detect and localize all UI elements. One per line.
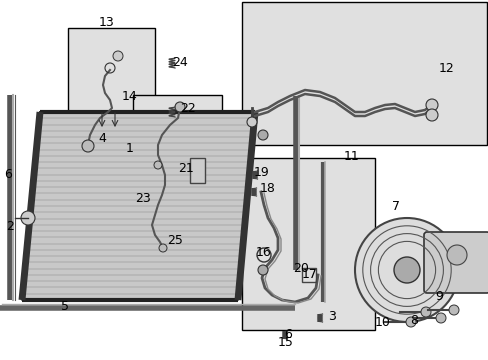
Circle shape	[246, 117, 257, 127]
Circle shape	[354, 218, 458, 322]
Text: 20: 20	[292, 261, 308, 274]
Text: 12: 12	[438, 62, 454, 75]
Text: 8: 8	[409, 314, 417, 327]
Text: 9: 9	[434, 289, 442, 302]
Circle shape	[420, 307, 430, 317]
Circle shape	[425, 99, 437, 111]
Text: 17: 17	[302, 269, 317, 282]
Text: 21: 21	[178, 162, 193, 175]
Circle shape	[159, 244, 167, 252]
Text: 14: 14	[122, 90, 138, 103]
Circle shape	[425, 109, 437, 121]
Text: 2: 2	[6, 220, 14, 233]
Text: 11: 11	[344, 150, 359, 163]
Bar	[242, 2, 486, 145]
Text: 1: 1	[126, 141, 134, 154]
Bar	[190, 158, 204, 183]
Text: 22: 22	[180, 102, 196, 114]
Text: 16: 16	[256, 247, 271, 260]
Circle shape	[393, 257, 419, 283]
Circle shape	[154, 161, 162, 169]
Circle shape	[448, 305, 458, 315]
Text: 18: 18	[260, 183, 275, 195]
Circle shape	[258, 130, 267, 140]
Circle shape	[82, 140, 94, 152]
Text: 24: 24	[172, 55, 187, 68]
Text: 15: 15	[278, 337, 293, 350]
Text: 6: 6	[284, 328, 291, 341]
Circle shape	[113, 51, 123, 61]
Text: 6: 6	[4, 168, 12, 181]
FancyBboxPatch shape	[423, 232, 488, 293]
Circle shape	[435, 313, 445, 323]
Text: 4: 4	[98, 131, 106, 144]
Circle shape	[258, 265, 267, 275]
Bar	[133, 95, 222, 262]
Polygon shape	[22, 112, 254, 300]
Text: 10: 10	[374, 315, 390, 328]
Text: 13: 13	[99, 15, 115, 28]
Bar	[68, 28, 155, 155]
Text: 25: 25	[167, 234, 183, 248]
Text: 19: 19	[254, 166, 269, 179]
Circle shape	[405, 317, 415, 327]
Text: 23: 23	[135, 192, 151, 204]
Bar	[242, 158, 374, 330]
Text: 7: 7	[391, 201, 399, 213]
Bar	[302, 268, 315, 282]
Circle shape	[21, 211, 35, 225]
Text: 5: 5	[61, 300, 69, 312]
Circle shape	[175, 102, 184, 112]
Circle shape	[446, 245, 466, 265]
Text: 3: 3	[327, 310, 335, 323]
